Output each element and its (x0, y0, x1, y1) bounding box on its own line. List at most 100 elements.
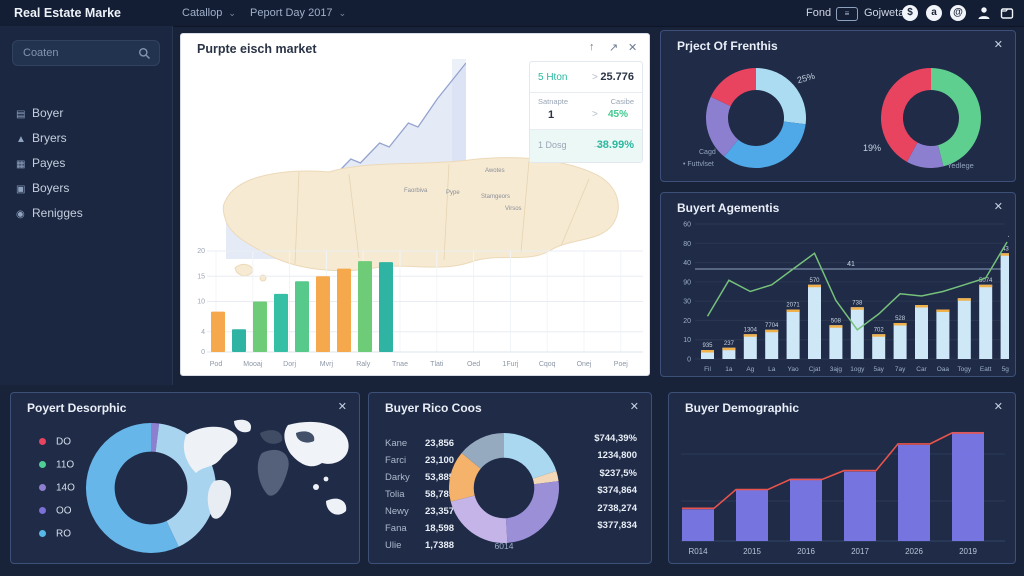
amount-value: $374,864 (597, 485, 637, 497)
row-name: Farci (385, 455, 407, 466)
row-name: Tolia (385, 489, 405, 500)
search-input[interactable]: Coaten (12, 40, 160, 66)
svg-text:40: 40 (683, 260, 691, 267)
legend-item[interactable]: 14O (39, 479, 75, 502)
row-name: Darky (385, 472, 410, 483)
demographic-bar-chart: R014 2015 2016 2017 2026 2019 (681, 421, 1005, 561)
rico-panel: Buyer Rico Coos ✕ Kane 23,856 Farci 23,100 D… (368, 392, 652, 564)
donut-caption: Yedlege (947, 161, 974, 170)
svg-text:570: 570 (809, 278, 820, 284)
expand-icon[interactable]: ↗ (609, 42, 619, 54)
svg-text:935: 935 (702, 343, 713, 349)
svg-text:2015: 2015 (743, 547, 761, 556)
close-icon[interactable]: ✕ (337, 401, 347, 413)
at-glyph: @ (953, 7, 963, 18)
user-icon[interactable] (976, 5, 992, 21)
sidebar-item-label: Payes (32, 156, 66, 170)
sidebar-item-payes[interactable]: ▦ Payes (16, 154, 166, 174)
svg-text:Yao: Yao (788, 366, 799, 373)
donut-annotation: 19% (863, 143, 882, 153)
bryers-icon: ▲ (16, 134, 26, 145)
svg-text:20: 20 (197, 248, 205, 255)
table-row: Darky 53,885 (385, 467, 477, 484)
svg-text:Mvrj: Mvrj (320, 361, 334, 368)
legend-dot-icon (39, 438, 46, 446)
arrow-right-icon: > (592, 109, 598, 120)
row-name: Fana (385, 523, 407, 534)
amount-value: 1234,800 (597, 450, 637, 462)
svg-text:Tnae: Tnae (392, 361, 408, 368)
sidebar-item-bryers[interactable]: ▲ Bryers (16, 129, 166, 149)
legend-item[interactable]: DO (39, 433, 75, 456)
svg-text:1ogy: 1ogy (850, 366, 865, 373)
svg-text:20: 20 (683, 318, 691, 325)
fond-label: Fond (806, 7, 832, 19)
legend-item[interactable]: 11O (39, 456, 75, 479)
report-day-menu[interactable]: Peport Day 2017 ⌄ (250, 7, 346, 19)
svg-text:237: 237 (724, 341, 735, 347)
camera-icon[interactable]: a (926, 5, 942, 21)
region-map[interactable]: Faorbiva Pype Awotes Stamgeors Virsos (199, 146, 635, 306)
sidebar-item-renigges[interactable]: ◉ Renigges (16, 204, 166, 224)
arrow-right-icon: > (592, 72, 598, 83)
rico-amount-column: $744,39% 1234,800 $237,5% $374,864 2738,274 $… (594, 433, 637, 537)
svg-text:434: 434 (1002, 246, 1009, 252)
row-value: 18,598 (425, 523, 455, 534)
payes-icon: ▦ (16, 159, 26, 170)
svg-text:5074: 5074 (979, 278, 993, 284)
legend-label: OO (56, 505, 72, 517)
table-row: Tolia 58,785 (385, 484, 477, 501)
sidebar-item-label: Renigges (32, 206, 83, 220)
close-icon[interactable]: ✕ (993, 201, 1003, 213)
svg-text:Poej: Poej (614, 361, 628, 368)
boyers-icon: ▣ (16, 184, 26, 195)
svg-text:La: La (768, 366, 776, 373)
folder-icon[interactable] (999, 5, 1015, 21)
stat-value: 45% (607, 109, 628, 120)
table-row: Fana 18,598 (385, 518, 477, 535)
svg-text:7ay: 7ay (895, 366, 906, 373)
world-map (176, 413, 356, 548)
svg-text:Tlati: Tlati (430, 361, 444, 368)
legend-item[interactable]: OO (39, 502, 75, 525)
amount-value: $377,834 (597, 519, 637, 531)
close-icon[interactable]: ✕ (628, 42, 638, 54)
svg-text:10: 10 (197, 299, 205, 306)
report-day-menu-label: Peport Day 2017 (250, 7, 333, 19)
map-region-label: Stamgeors (481, 194, 511, 200)
svg-text:738: 738 (852, 300, 863, 306)
legend-dot-icon (39, 507, 46, 515)
legend-item[interactable]: RO (39, 525, 75, 548)
svg-text:702: 702 (874, 327, 885, 333)
close-icon[interactable]: ✕ (629, 401, 639, 413)
at-icon[interactable]: @ (950, 5, 966, 21)
sidebar-item-label: Boyer (32, 106, 64, 120)
svg-text:2019: 2019 (959, 547, 977, 556)
svg-text:0: 0 (687, 357, 691, 364)
catalog-menu[interactable]: Catallop ⌄ (182, 7, 236, 19)
panel-title: Buyer Demographic (685, 401, 800, 415)
sidebar-item-boyers[interactable]: ▣ Boyers (16, 179, 166, 199)
dollar-icon[interactable]: $ (902, 5, 918, 21)
close-icon[interactable]: ✕ (993, 39, 1003, 51)
stat-label: 5 Hton (538, 72, 568, 83)
svg-text:10: 10 (683, 337, 691, 344)
svg-text:Raly: Raly (356, 361, 371, 368)
stat-label: 1 Dosg (538, 140, 567, 150)
svg-text:5ay: 5ay (873, 366, 884, 373)
sidebar-item-boyer[interactable]: ▤ Boyer (16, 104, 166, 124)
svg-text:Oed: Oed (467, 361, 480, 368)
chevron-down-icon: ⌄ (338, 8, 347, 18)
frenthis-donut-2 (880, 68, 981, 169)
frenthis-panel: Prject Of Frenthis ✕ 25% Cagd • Futtvlse… (660, 30, 1016, 182)
svg-text:Mooaj: Mooaj (243, 361, 263, 368)
rico-donut (449, 433, 560, 543)
row-name: Kane (385, 438, 408, 449)
svg-text:90: 90 (683, 279, 691, 286)
upload-icon[interactable]: ↑ (589, 41, 595, 53)
svg-text:Fil: Fil (704, 366, 711, 373)
svg-text:30: 30 (683, 299, 691, 306)
row-value: 23,357 (425, 506, 455, 517)
keyboard-badge-icon[interactable]: ≡ (836, 7, 858, 21)
close-icon[interactable]: ✕ (993, 401, 1003, 413)
